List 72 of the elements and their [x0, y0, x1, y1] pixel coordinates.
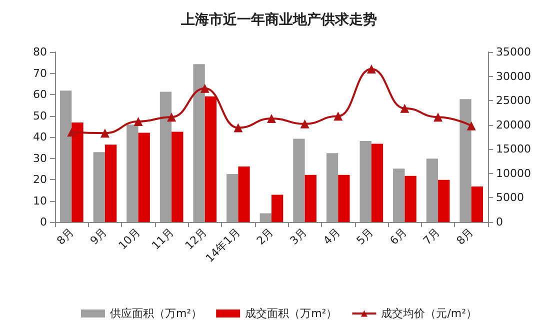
point: [466, 121, 476, 130]
x-tick-label: 6月: [387, 225, 410, 248]
y2-tick-label: 25000: [496, 94, 531, 108]
y-tick-label: 10: [33, 194, 47, 208]
legend-label: 成交面积（万m²）: [245, 307, 338, 320]
y2-tick-label: 15000: [496, 142, 531, 156]
y-tick-label: 50: [33, 109, 47, 122]
bar: [371, 144, 384, 222]
bar: [126, 124, 138, 222]
x-tick-label: 2月: [254, 225, 276, 248]
y-tick-label: 30: [33, 152, 47, 165]
point: [67, 128, 76, 137]
bar: [460, 99, 472, 222]
x-tick-label: 9月: [88, 225, 110, 248]
y-tick-label: 70: [33, 66, 47, 80]
bar: [72, 122, 84, 222]
bar: [104, 144, 117, 222]
y2-tick-label: 20000: [496, 118, 531, 132]
x-tick-label: 5月: [354, 225, 376, 248]
bar: [438, 180, 450, 222]
x-tick-label: 10月: [116, 225, 143, 252]
y-tick-label: 80: [33, 46, 47, 58]
bar: [172, 132, 184, 222]
bar: [393, 168, 405, 222]
bar: [138, 132, 150, 222]
y-tick-label: 40: [33, 130, 47, 144]
y-tick-label: 20: [33, 173, 47, 186]
x-tick-label: 3月: [287, 225, 310, 248]
x-tick-label: 8月: [54, 225, 76, 248]
bar: [304, 174, 316, 222]
legend-label: 供应面积（万m²）: [110, 307, 202, 320]
y2-tick-label: 35000: [496, 46, 531, 58]
bar: [360, 141, 372, 222]
x-tick-label: 11月: [149, 225, 176, 252]
point: [434, 112, 443, 122]
y2-tick-label: 5000: [496, 191, 524, 204]
bar: [193, 64, 205, 222]
bar: [238, 166, 250, 222]
point: [400, 104, 410, 113]
y2-tick-label: 10000: [496, 166, 531, 180]
x-tick-label: 4月: [320, 225, 343, 248]
chart-title: 上海市近一年商业地产供求走势: [180, 11, 377, 28]
x-tick-label: 8月: [454, 225, 476, 248]
y-tick-label: 0: [40, 216, 47, 228]
bar: [160, 92, 172, 222]
y-tick-label: 60: [33, 88, 47, 101]
bar: [293, 138, 305, 222]
bar: [204, 96, 217, 222]
bar: [471, 186, 484, 222]
y2-tick-label: 30000: [496, 70, 531, 83]
bar: [326, 153, 338, 222]
point: [267, 114, 276, 124]
point: [200, 84, 210, 93]
point: [167, 112, 176, 122]
bar: [404, 176, 416, 222]
bar: [272, 194, 284, 222]
point: [234, 123, 243, 132]
point: [366, 64, 376, 74]
y2-tick-label: 0: [496, 216, 503, 228]
point: [300, 119, 310, 128]
bar: [60, 90, 72, 222]
point: [100, 128, 110, 138]
bar: [338, 174, 350, 222]
x-tick-label: 12月: [182, 225, 210, 252]
point: [134, 116, 143, 126]
point: [334, 112, 343, 121]
bar: [260, 213, 272, 222]
x-tick-label: 7月: [420, 225, 443, 248]
bar: [93, 152, 105, 222]
legend-label: 成交均价（元/m²）: [381, 307, 478, 320]
bar: [426, 158, 438, 222]
bar: [226, 174, 238, 222]
